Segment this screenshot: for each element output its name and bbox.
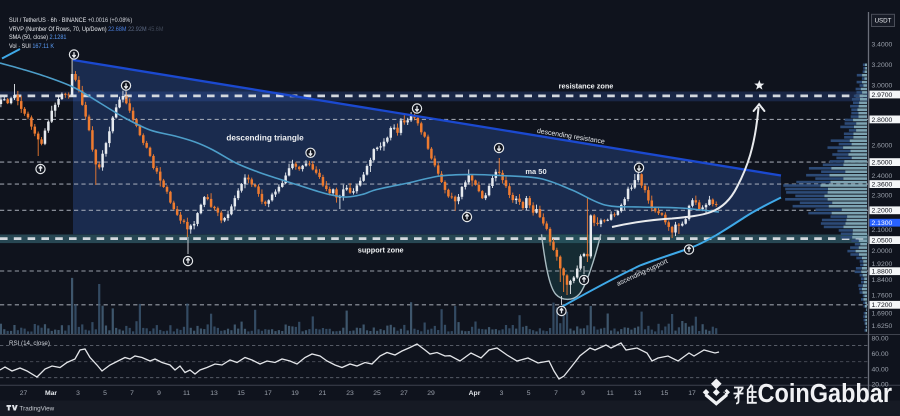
svg-text:RSI (14, close): RSI (14, close)	[9, 340, 50, 347]
svg-text:2.1000: 2.1000	[872, 227, 893, 234]
svg-text:11: 11	[607, 390, 614, 397]
svg-text:resistance zone: resistance zone	[559, 82, 614, 91]
svg-text:1.8400: 1.8400	[872, 277, 893, 284]
svg-text:40.00: 40.00	[872, 367, 889, 374]
svg-text:2.1300: 2.1300	[872, 220, 893, 227]
svg-text:3.0000: 3.0000	[872, 83, 893, 90]
svg-text:19: 19	[291, 390, 299, 397]
svg-text:2.0000: 2.0000	[872, 248, 893, 255]
svg-text:2.6000: 2.6000	[872, 143, 893, 150]
svg-text:1.7200: 1.7200	[872, 302, 893, 309]
svg-text:3: 3	[500, 390, 504, 397]
svg-text:2.9700: 2.9700	[872, 92, 893, 99]
svg-text:27: 27	[400, 390, 408, 397]
svg-text:3.2000: 3.2000	[872, 62, 893, 69]
svg-text:21: 21	[319, 390, 327, 397]
svg-text:11: 11	[183, 390, 190, 397]
svg-text:Mar: Mar	[45, 390, 57, 397]
svg-text:VRVP (Number Of Rows, 70, Up/D: VRVP (Number Of Rows, 70, Up/Down) 22.68…	[9, 27, 164, 33]
svg-text:7: 7	[130, 390, 134, 397]
svg-text:27: 27	[20, 390, 28, 397]
svg-text:15: 15	[237, 390, 245, 397]
svg-text:60.00: 60.00	[872, 351, 889, 358]
svg-text:17: 17	[264, 390, 272, 397]
svg-text:13: 13	[634, 390, 642, 397]
svg-text:SUI / TetherUS · 6h · BINANCE: SUI / TetherUS · 6h · BINANCE +0.0016 (+…	[9, 18, 132, 24]
svg-text:CoinGabbar: CoinGabbar	[758, 380, 893, 408]
svg-text:15: 15	[661, 390, 669, 397]
svg-text:TradingView: TradingView	[20, 405, 55, 412]
svg-text:7: 7	[554, 390, 558, 397]
svg-text:20.00: 20.00	[872, 382, 889, 389]
svg-text:Apr: Apr	[469, 390, 481, 397]
svg-text:3: 3	[76, 390, 80, 397]
svg-text:support zone: support zone	[358, 246, 404, 255]
svg-text:9: 9	[157, 390, 161, 397]
svg-text:5: 5	[527, 390, 531, 397]
svg-text:9: 9	[581, 390, 585, 397]
svg-text:1.6250: 1.6250	[872, 323, 893, 330]
svg-text:13: 13	[210, 390, 218, 397]
svg-text:SMA (50, close) 2.1281: SMA (50, close) 2.1281	[9, 35, 67, 41]
svg-text:1.9200: 1.9200	[872, 261, 893, 268]
svg-text:ma 50: ma 50	[525, 167, 546, 176]
svg-text:17: 17	[688, 390, 696, 397]
svg-text:USDT: USDT	[875, 18, 892, 25]
svg-text:2.5000: 2.5000	[872, 160, 893, 167]
svg-text:25: 25	[373, 390, 381, 397]
svg-text:5: 5	[103, 390, 107, 397]
svg-text:2.8000: 2.8000	[872, 117, 893, 124]
svg-text:1.7600: 1.7600	[872, 293, 893, 300]
svg-text:1.8800: 1.8800	[872, 269, 893, 276]
svg-text:2.2000: 2.2000	[872, 208, 893, 215]
svg-text:2.3600: 2.3600	[872, 182, 893, 189]
svg-text:23: 23	[346, 390, 354, 397]
svg-text:2.4000: 2.4000	[872, 173, 893, 180]
svg-text:2.3000: 2.3000	[872, 193, 893, 200]
svg-text:1.6900: 1.6900	[872, 311, 893, 318]
svg-text:29: 29	[427, 390, 435, 397]
svg-text:3.4000: 3.4000	[872, 41, 893, 48]
svg-text:2.0500: 2.0500	[872, 238, 893, 245]
svg-text:descending triangle: descending triangle	[226, 134, 304, 143]
svg-text:80.00: 80.00	[872, 335, 889, 342]
svg-text:Vol · SUI 167.11 K: Vol · SUI 167.11 K	[9, 44, 54, 50]
